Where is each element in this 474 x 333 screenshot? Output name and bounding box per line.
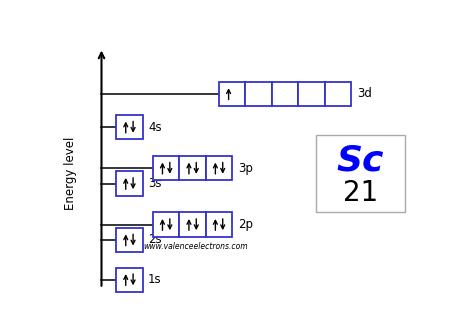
Bar	[179, 156, 206, 180]
Bar	[219, 82, 246, 106]
Bar	[116, 115, 143, 139]
Bar	[206, 156, 232, 180]
Bar	[116, 228, 143, 252]
Text: 2p: 2p	[238, 218, 253, 231]
Bar	[246, 82, 272, 106]
Bar	[206, 212, 232, 237]
Text: 2s: 2s	[148, 233, 162, 246]
Text: 1s: 1s	[148, 273, 162, 286]
Bar	[153, 212, 179, 237]
Text: 3s: 3s	[148, 177, 162, 190]
Bar	[153, 156, 179, 180]
Text: 21: 21	[343, 178, 378, 206]
Bar	[116, 267, 143, 292]
Bar	[272, 82, 299, 106]
Text: 4s: 4s	[148, 121, 162, 134]
Text: 3d: 3d	[357, 87, 372, 100]
Bar	[179, 212, 206, 237]
Bar	[299, 82, 325, 106]
Bar	[316, 135, 404, 212]
Bar	[116, 171, 143, 196]
Text: www.valenceelectrons.com: www.valenceelectrons.com	[143, 242, 247, 251]
Text: Energy level: Energy level	[64, 137, 77, 210]
Text: 3p: 3p	[238, 162, 253, 175]
Text: Sc: Sc	[337, 143, 384, 177]
Bar	[325, 82, 351, 106]
